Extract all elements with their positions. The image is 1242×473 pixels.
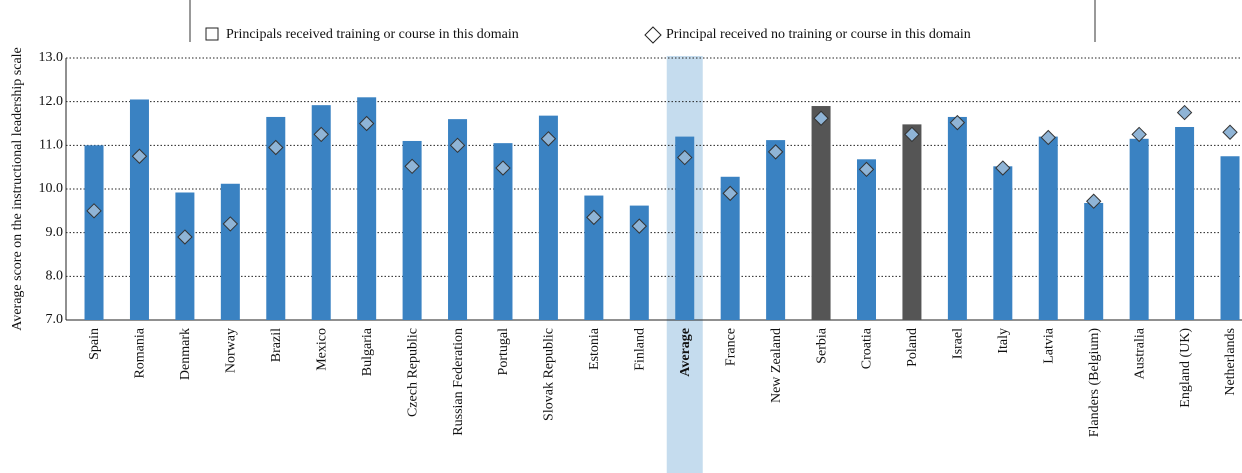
diamond-marker: [449, 137, 466, 154]
diamond-marker: [813, 110, 829, 126]
diamond-marker: [313, 126, 329, 143]
diamond-marker: [404, 158, 420, 175]
x-tick-label: Mexico: [314, 328, 329, 371]
y-tick-label: 10.0: [39, 181, 64, 196]
legend-swatch: [205, 27, 219, 41]
diamond-marker: [631, 218, 648, 234]
bar: [902, 124, 922, 320]
diamond-marker: [949, 114, 966, 131]
diamond-marker: [677, 149, 693, 166]
diamond-marker: [1222, 124, 1238, 140]
diamond-marker: [1085, 193, 1102, 209]
diamond-marker: [586, 209, 602, 226]
diamond-marker: [177, 229, 193, 245]
diamond-marker: [1040, 129, 1056, 146]
x-tick-label: Norway: [224, 328, 239, 373]
x-tick-label: New Zealand: [769, 328, 784, 403]
y-tick-label: 11.0: [39, 138, 63, 153]
diamond-marker: [904, 126, 920, 143]
diamond-marker: [358, 115, 375, 132]
bar: [175, 192, 195, 320]
x-tick-label: Australia: [1132, 327, 1147, 379]
x-tick-label: Czech Republic: [405, 328, 420, 417]
x-tick-label: Flanders (Belgium): [1087, 328, 1102, 438]
bar: [1220, 156, 1240, 320]
x-tick-label: Russian Federation: [451, 328, 466, 436]
bar: [720, 176, 740, 320]
x-tick-label: Spain: [87, 328, 102, 360]
x-tick-label: Italy: [996, 328, 1011, 354]
bar: [129, 99, 149, 320]
diamond-marker: [1131, 126, 1147, 143]
bar: [493, 143, 513, 320]
bar: [402, 140, 422, 320]
diamond-marker: [858, 161, 875, 178]
bar: [448, 119, 468, 320]
diamond-marker: [722, 185, 738, 202]
x-tick-label: Portugal: [496, 328, 511, 376]
bar: [857, 159, 876, 320]
x-tick-label: Poland: [905, 328, 920, 367]
legend-label: Principals received training or course i…: [226, 27, 519, 42]
x-tick-label: Finland: [633, 328, 648, 371]
legend-swatch: [644, 26, 662, 44]
bar: [538, 115, 558, 320]
x-tick-label: Latvia: [1041, 327, 1056, 364]
bar: [220, 183, 240, 320]
diamond-marker: [131, 148, 148, 164]
x-tick-label: Romania: [133, 327, 148, 378]
bar: [629, 205, 649, 320]
y-tick-label: 7.0: [46, 312, 64, 327]
bar: [1129, 138, 1149, 320]
x-tick-label: Denmark: [178, 328, 193, 380]
x-tick-label: Brazil: [269, 328, 284, 362]
y-tick-label: 8.0: [46, 269, 64, 284]
x-tick-label: Netherlands: [1223, 328, 1238, 396]
diamond-marker: [995, 160, 1011, 176]
x-tick-label: Average: [678, 328, 693, 377]
y-tick-label: 9.0: [46, 225, 64, 240]
y-tick-label: 12.0: [39, 94, 64, 109]
x-tick-label: England (UK): [1178, 328, 1193, 408]
bar: [766, 140, 786, 320]
diamond-marker: [767, 144, 784, 160]
y-tick-label: 13.0: [39, 50, 64, 65]
bar: [84, 145, 104, 320]
x-tick-label: Serbia: [814, 327, 829, 364]
bar: [1084, 202, 1104, 320]
y-axis-label: Average score on the instructional leade…: [10, 47, 25, 331]
bar: [266, 116, 286, 320]
bar: [947, 116, 967, 320]
bar: [357, 97, 377, 320]
x-tick-label: Slovak Republic: [542, 328, 557, 421]
bar: [311, 105, 331, 320]
diamond-marker: [1176, 104, 1193, 121]
x-tick-label: Israel: [951, 328, 966, 359]
x-tick-label: Estonia: [587, 327, 602, 370]
bar: [811, 106, 831, 321]
x-tick-label: Croatia: [860, 327, 875, 369]
diamond-marker: [86, 203, 102, 219]
bar: [1175, 126, 1195, 320]
bar: [675, 136, 695, 320]
legend-label: Principal received no training or course…: [666, 27, 971, 42]
x-tick-label: Bulgaria: [360, 327, 375, 376]
diamond-marker: [540, 131, 557, 147]
x-tick-label: France: [723, 328, 738, 366]
bar: [1038, 136, 1058, 320]
diamond-marker: [222, 216, 239, 232]
bar: [993, 166, 1013, 320]
diamond-marker: [495, 160, 511, 176]
bar: [584, 195, 604, 320]
diamond-marker: [268, 139, 284, 156]
